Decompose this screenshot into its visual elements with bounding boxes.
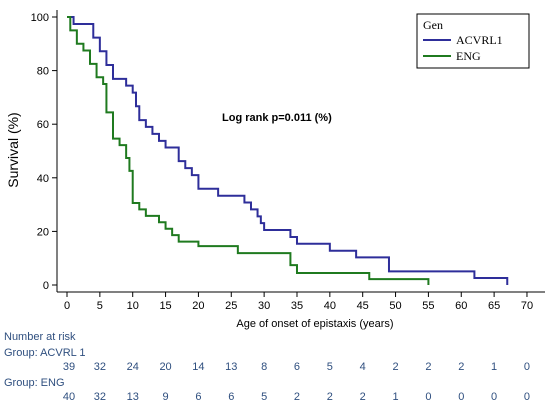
x-tick-label: 50 — [389, 300, 401, 312]
risk-count: 2 — [360, 391, 366, 403]
risk-count: 13 — [225, 361, 237, 373]
risk-group-label: Group: ENG — [4, 377, 65, 389]
x-tick-label: 45 — [357, 300, 369, 312]
risk-count: 9 — [163, 391, 169, 403]
x-tick-label: 15 — [159, 300, 171, 312]
risk-count: 0 — [524, 391, 530, 403]
risk-count: 1 — [392, 391, 398, 403]
legend-title: Gen — [423, 18, 443, 32]
risk-count: 32 — [94, 361, 106, 373]
risk-count: 6 — [294, 361, 300, 373]
y-tick-label: 0 — [43, 280, 49, 292]
x-tick-label: 60 — [455, 300, 467, 312]
y-tick-label: 40 — [37, 173, 49, 185]
chart-series — [67, 16, 509, 285]
risk-count: 0 — [491, 391, 497, 403]
x-tick-label: 10 — [127, 300, 139, 312]
chart-axes: 0 5 10 15 20 25 30 35 40 45 50 55 60 65 70 0 20 40 60 80 100 — [31, 10, 545, 312]
series-line-eng — [67, 16, 430, 285]
risk-count: 2 — [294, 391, 300, 403]
y-tick-label: 20 — [37, 226, 49, 238]
x-tick-label: 0 — [64, 300, 70, 312]
y-axis-label: Survival (%) — [5, 112, 21, 187]
y-tick-label: 100 — [31, 12, 49, 24]
x-tick-label: 35 — [291, 300, 303, 312]
risk-count: 0 — [425, 391, 431, 403]
risk-count: 0 — [458, 391, 464, 403]
x-tick-label: 70 — [521, 300, 533, 312]
risk-count: 6 — [228, 391, 234, 403]
risk-count: 6 — [195, 391, 201, 403]
risk-count: 32 — [94, 391, 106, 403]
x-tick-label: 30 — [258, 300, 270, 312]
x-tick-label: 65 — [488, 300, 500, 312]
risk-count: 2 — [458, 361, 464, 373]
series-line-acvrl1 — [67, 16, 509, 285]
log-rank-annotation: Log rank p=0.011 (%) — [222, 112, 332, 124]
risk-count: 2 — [327, 391, 333, 403]
risk-group-label: Group: ACVRL 1 — [4, 347, 86, 359]
legend-entry: ENG — [456, 49, 481, 63]
x-tick-label: 5 — [97, 300, 103, 312]
risk-count: 0 — [524, 361, 530, 373]
legend-entry: ACVRL1 — [456, 33, 503, 47]
risk-count: 40 — [63, 391, 75, 403]
chart-legend: Gen ACVRL1 ENG — [416, 13, 530, 69]
y-tick-label: 60 — [37, 119, 49, 131]
risk-count: 1 — [491, 361, 497, 373]
risk-count: 2 — [392, 361, 398, 373]
x-tick-label: 55 — [422, 300, 434, 312]
x-tick-label: 20 — [192, 300, 204, 312]
risk-count: 8 — [261, 361, 267, 373]
risk-count: 5 — [327, 361, 333, 373]
risk-count: 14 — [192, 361, 204, 373]
risk-count: 2 — [425, 361, 431, 373]
y-tick-label: 80 — [37, 66, 49, 78]
x-tick-label: 25 — [225, 300, 237, 312]
risk-count: 20 — [159, 361, 171, 373]
x-tick-label: 40 — [324, 300, 336, 312]
risk-count: 5 — [261, 391, 267, 403]
risk-count: 39 — [63, 361, 75, 373]
x-axis-label: Age of onset of epistaxis (years) — [236, 318, 393, 330]
risk-count: 24 — [127, 361, 139, 373]
risk-count: 4 — [360, 361, 366, 373]
risk-count: 13 — [127, 391, 139, 403]
risk-table-title: Number at risk — [4, 331, 76, 343]
